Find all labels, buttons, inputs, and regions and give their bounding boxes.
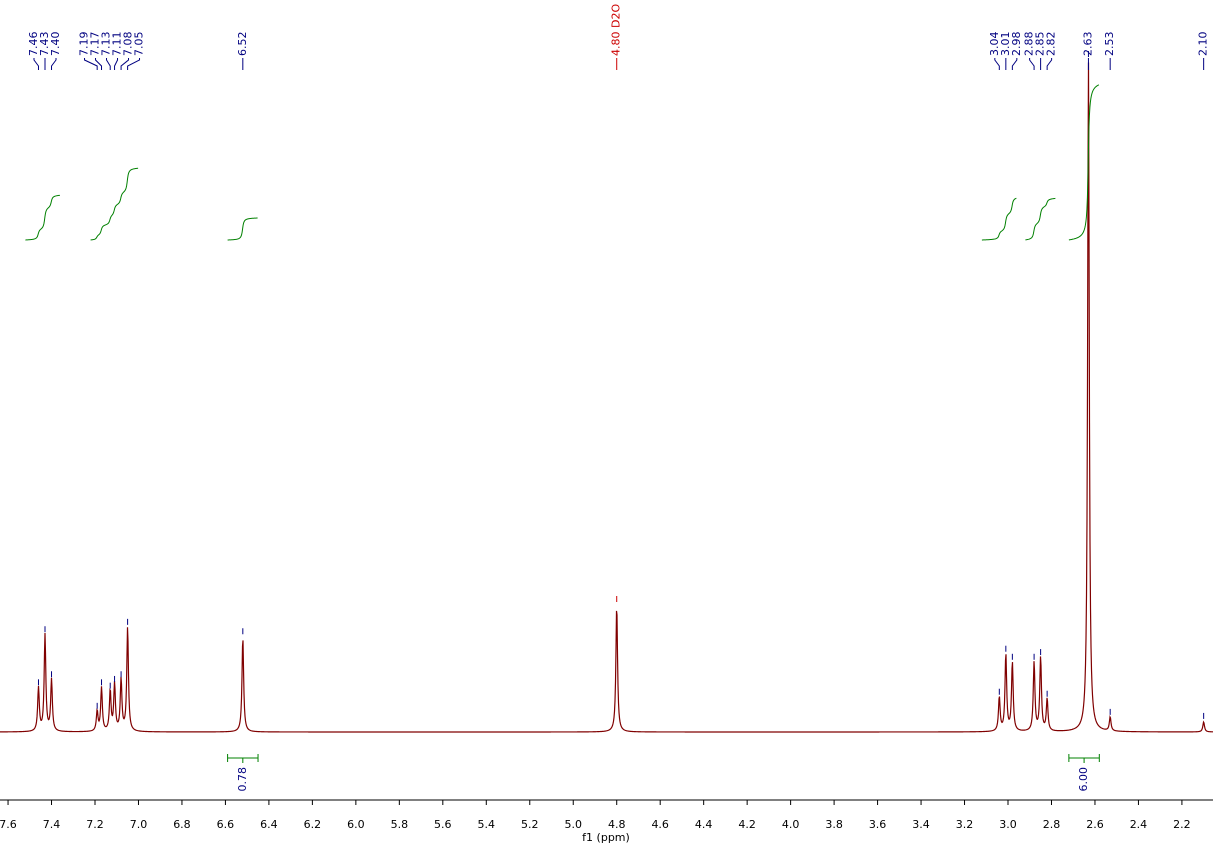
peak-label: 7.40	[49, 32, 62, 56]
x-tick-label: 4.6	[651, 818, 669, 831]
peak-connector	[95, 58, 103, 70]
peak-connector	[1011, 58, 1018, 70]
peak-label: 2.88	[1023, 32, 1036, 57]
x-tick-label: 6.2	[304, 818, 322, 831]
peak-connector	[120, 58, 130, 70]
peak-connector	[33, 58, 39, 70]
peak-label: 7.43	[38, 32, 51, 56]
x-tick-label: 3.0	[999, 818, 1017, 831]
x-axis-label: f1 (ppm)	[582, 831, 630, 844]
x-tick-label: 2.2	[1173, 818, 1191, 831]
peak-label: 7.46	[27, 32, 40, 57]
x-tick-label: 3.8	[825, 818, 843, 831]
integral-curve	[1068, 84, 1100, 241]
x-tick-label: 4.0	[782, 818, 800, 831]
x-tick-label: 5.4	[478, 818, 496, 831]
x-tick-label: 4.2	[738, 818, 756, 831]
x-tick-label: 6.4	[260, 818, 278, 831]
peak-label: 7.19	[78, 32, 91, 57]
integral-curve	[227, 217, 258, 241]
integral-curve	[981, 197, 1017, 241]
x-tick-label: 5.6	[434, 818, 452, 831]
peak-label: 7.17	[89, 32, 102, 57]
x-tick-label: 7.4	[43, 818, 61, 831]
x-tick-label: 3.6	[869, 818, 887, 831]
x-tick-label: 4.4	[695, 818, 713, 831]
peak-connector	[84, 58, 98, 70]
peak-connector	[994, 58, 1000, 70]
peak-label: 2.10	[1197, 32, 1210, 57]
peak-label: 3.01	[999, 32, 1012, 57]
x-tick-label: 5.0	[564, 818, 582, 831]
peak-label: 7.13	[100, 32, 113, 56]
peak-label: 4.80 D2O	[610, 4, 623, 56]
x-tick-label: 7.0	[130, 818, 148, 831]
peak-label: 6.52	[236, 32, 249, 57]
peak-label: 7.05	[133, 32, 146, 57]
x-tick-label: 2.6	[1086, 818, 1104, 831]
integral-curve	[1025, 197, 1056, 241]
peak-connector	[1029, 58, 1035, 70]
peak-label: 7.11	[111, 32, 124, 56]
peak-connector	[127, 58, 141, 70]
integral-bracket	[227, 754, 259, 763]
integral-curve	[90, 167, 139, 241]
x-tick-label: 5.2	[521, 818, 539, 831]
peak-connector	[106, 58, 111, 70]
x-tick-label: 7.6	[0, 818, 17, 831]
peak-label: 2.53	[1103, 32, 1116, 57]
x-tick-label: 2.8	[1043, 818, 1061, 831]
peak-label: 2.82	[1045, 32, 1058, 57]
x-tick-label: 2.4	[1130, 818, 1148, 831]
x-tick-label: 6.6	[217, 818, 235, 831]
peak-label: 7.08	[122, 32, 135, 57]
peak-label: 2.63	[1081, 32, 1094, 57]
integral-bracket	[1068, 754, 1100, 763]
peak-label: 3.04	[988, 32, 1001, 57]
x-tick-label: 6.8	[173, 818, 191, 831]
x-tick-label: 3.2	[956, 818, 974, 831]
integral-label: 0.78	[236, 767, 249, 792]
integral-curve	[25, 194, 60, 241]
x-tick-label: 6.0	[347, 818, 365, 831]
x-tick-label: 4.8	[608, 818, 626, 831]
peak-label: 2.98	[1010, 32, 1023, 57]
integral-label: 6.00	[1077, 767, 1090, 792]
peak-connector	[1046, 58, 1053, 70]
peak-label: 2.85	[1034, 32, 1047, 57]
x-tick-label: 5.8	[391, 818, 409, 831]
peak-connector	[114, 58, 119, 70]
spectrum	[0, 62, 1213, 733]
peak-connector	[51, 58, 57, 70]
x-tick-label: 7.2	[86, 818, 104, 831]
x-tick-label: 3.4	[912, 818, 930, 831]
